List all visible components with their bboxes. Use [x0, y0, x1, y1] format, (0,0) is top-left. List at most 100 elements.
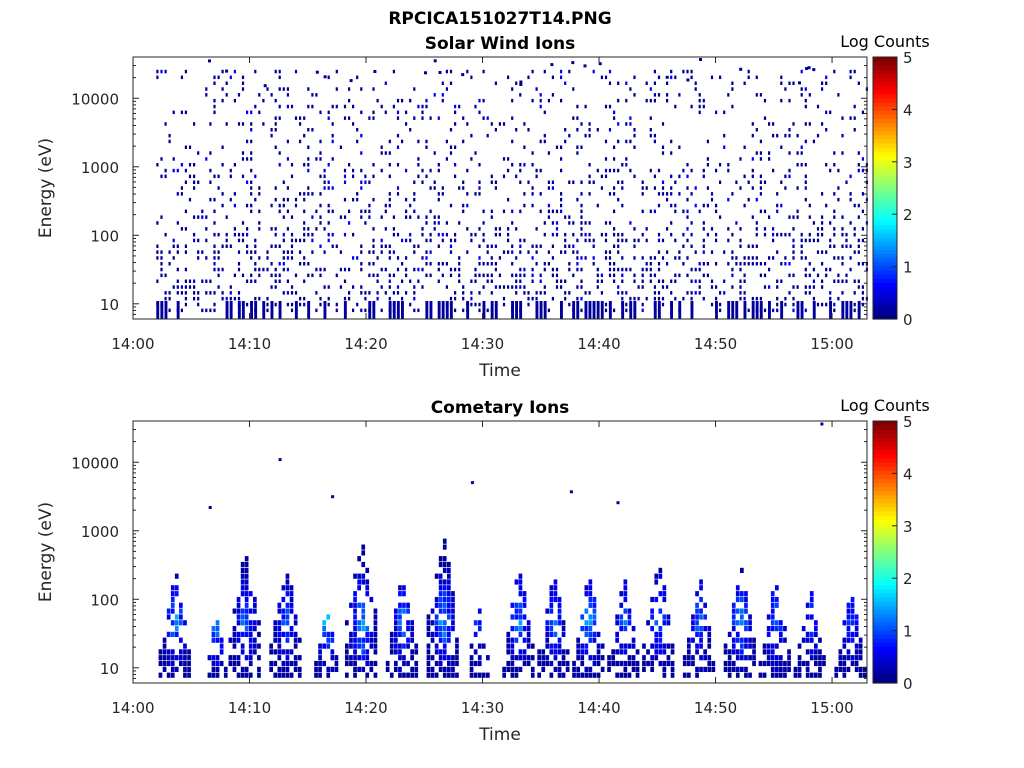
data-cell — [633, 256, 636, 260]
data-cell — [650, 626, 654, 632]
data-cell — [442, 579, 447, 585]
colorbar-segment — [873, 441, 897, 447]
data-cell — [215, 660, 220, 667]
x-tick-label: 14:40 — [577, 335, 620, 353]
data-cell — [282, 215, 285, 219]
data-cell — [193, 279, 196, 283]
data-cell — [604, 75, 608, 80]
data-cell — [545, 643, 550, 649]
data-cell — [368, 262, 371, 266]
data-cell — [633, 75, 636, 80]
data-cell — [740, 567, 744, 573]
data-cell — [588, 591, 593, 597]
data-cell — [250, 168, 253, 173]
data-cell — [250, 250, 253, 254]
data-cell — [445, 262, 448, 266]
data-cell — [752, 655, 756, 661]
data-cell — [779, 666, 783, 672]
data-cell — [254, 174, 257, 179]
data-cell — [780, 145, 783, 149]
data-cell — [201, 308, 204, 313]
data-cell — [299, 122, 302, 126]
data-cell — [617, 180, 620, 184]
data-cell — [442, 585, 447, 591]
data-cell — [156, 75, 159, 80]
data-cell — [775, 666, 779, 672]
data-cell — [384, 151, 387, 155]
data-cell — [507, 285, 510, 289]
data-cell — [747, 256, 750, 260]
data-cell — [653, 296, 656, 301]
data-cell — [417, 267, 420, 272]
data-cell — [174, 591, 179, 597]
data-cell — [588, 291, 591, 295]
data-cell — [526, 643, 531, 649]
data-cell — [846, 655, 851, 661]
data-cell — [666, 227, 669, 231]
data-cell — [557, 666, 562, 672]
data-cell — [842, 666, 847, 672]
data-cell — [706, 186, 709, 190]
colorbar-segment — [873, 498, 897, 504]
data-cell — [600, 186, 603, 190]
data-cell — [254, 244, 257, 248]
data-cell — [613, 186, 616, 190]
data-cell — [629, 168, 632, 173]
data-cell — [277, 637, 282, 643]
data-cell — [861, 285, 864, 289]
data-cell — [394, 620, 398, 626]
data-cell — [506, 643, 511, 649]
data-cell — [854, 666, 859, 672]
colorbar-segment — [873, 188, 897, 193]
data-cell — [277, 672, 282, 678]
data-cell — [788, 151, 791, 155]
data-cell — [449, 250, 453, 254]
data-cell — [743, 273, 746, 278]
data-cell — [510, 655, 515, 661]
data-cell — [631, 666, 636, 672]
data-cell — [592, 614, 597, 620]
data-cell — [814, 626, 818, 632]
colorbar-segment — [873, 69, 897, 74]
data-cell — [164, 301, 168, 319]
data-cell — [635, 660, 640, 667]
data-cell — [290, 238, 294, 243]
data-cell — [702, 104, 705, 109]
data-cell — [825, 163, 828, 167]
data-cell — [286, 227, 289, 231]
data-cell — [455, 637, 459, 643]
data-cell — [458, 279, 461, 283]
data-cell — [438, 637, 443, 643]
data-cell — [274, 122, 277, 126]
data-cell — [293, 620, 298, 626]
data-cell — [788, 174, 791, 179]
colorbar-segment — [873, 470, 897, 475]
data-cell — [518, 585, 523, 591]
data-cell — [494, 128, 497, 132]
data-cell — [425, 221, 428, 225]
data-cell — [369, 660, 374, 667]
data-cell — [658, 626, 663, 632]
data-cell — [388, 163, 391, 167]
data-cell — [430, 666, 435, 672]
data-cell — [401, 238, 404, 243]
data-cell — [360, 209, 363, 214]
data-cell — [240, 666, 245, 672]
data-cell — [208, 59, 211, 63]
data-cell — [779, 620, 783, 626]
colorbar-segment — [873, 535, 897, 541]
data-cell — [360, 186, 363, 190]
data-cell — [225, 301, 229, 319]
data-cell — [494, 232, 497, 237]
data-cell — [849, 192, 852, 196]
data-cell — [409, 232, 412, 237]
colorbar-tick-label: 1 — [903, 623, 913, 641]
data-cell — [473, 649, 478, 655]
data-cell — [740, 649, 744, 655]
data-cell — [523, 238, 526, 243]
data-cell — [829, 291, 832, 295]
data-cell — [698, 262, 701, 266]
data-cell — [751, 174, 754, 179]
data-cell — [743, 296, 746, 301]
data-cell — [246, 203, 249, 208]
